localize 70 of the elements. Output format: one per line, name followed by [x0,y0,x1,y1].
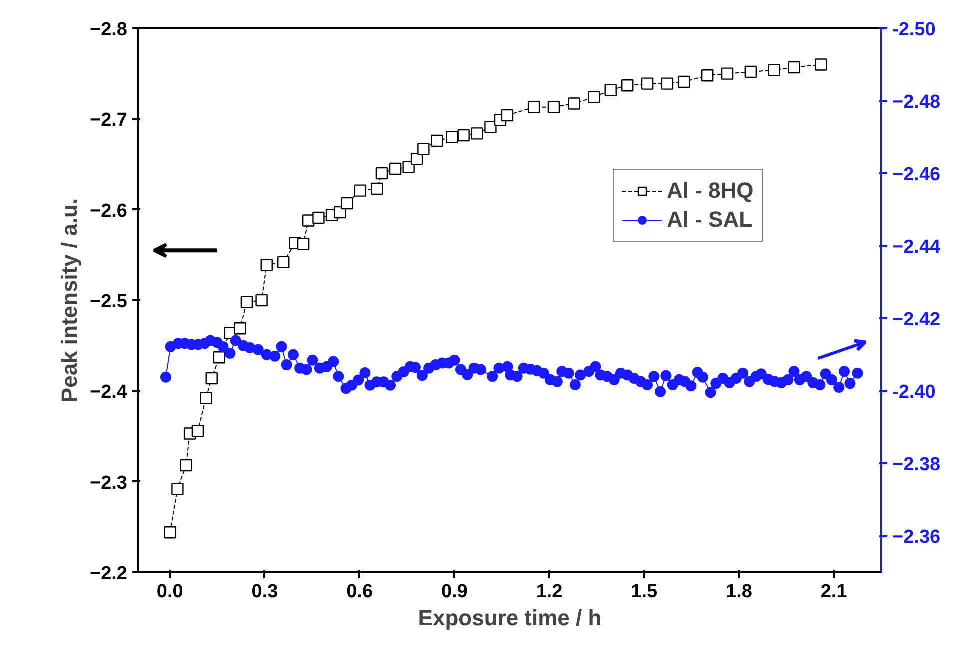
point [256,294,268,307]
point [240,296,254,308]
y-axis-title: Peak intensity / a.u. [56,198,82,403]
point [641,78,654,90]
y-tick-label: −2.5 [90,292,128,312]
y-tick-label: −2.6 [90,200,128,222]
point [788,61,800,74]
x-tick-label: 0.9 [441,582,468,602]
x-tick-label: 1.2 [536,582,563,602]
x-tick-label: 1.8 [726,582,752,602]
point [661,78,674,90]
point [192,424,204,438]
y2-tick-label: -2.40 [892,382,936,404]
point [528,101,540,114]
point [548,101,560,114]
point [501,109,514,122]
x-axis-title: Exposure time / h [418,606,602,630]
point [180,459,192,472]
point [200,392,212,405]
y-tick-label: −2.2 [90,564,128,584]
point [312,212,325,224]
x-tick-label: 1.5 [631,582,658,602]
point [376,167,388,180]
point [744,66,758,78]
point [815,58,828,71]
point [588,91,600,104]
y2-tick-label: −2.42 [892,310,941,331]
point [721,68,734,80]
point [334,206,346,219]
y2-tick-label: −2.36 [892,527,941,548]
legend-label: Al - SAL [667,207,753,233]
y-tick-label: −2.7 [90,110,128,132]
point [431,134,444,148]
point [341,197,354,210]
point [446,131,458,144]
point [418,142,430,156]
point [484,121,497,134]
point [371,182,384,196]
y2-tick-label: −2.48 [892,92,941,114]
point [768,64,780,76]
legend-label: Al - 8HQ [667,178,754,204]
point [678,76,690,88]
point [260,259,273,272]
y-tick-label: −2.8 [90,20,128,40]
point [213,352,226,364]
y2-tick-label: −2.38 [892,454,941,476]
point [354,184,367,197]
y2-tick-label: −2.46 [892,164,941,186]
y2-tick-label: -2.50 [892,20,936,40]
x-tick-label: 0.0 [156,582,184,602]
point [604,84,617,96]
point [568,98,580,110]
point [164,526,176,539]
y-tick-label: −2.3 [90,472,128,494]
point [410,152,424,166]
point [458,129,470,142]
point [389,162,402,176]
x-tick-label: 0.3 [252,582,278,602]
point [278,256,290,269]
point [471,128,484,140]
point [297,238,310,250]
point [206,372,218,385]
point [172,482,184,496]
point [702,70,714,82]
y-tick-label: −2.4 [90,382,128,404]
y2-tick-label: −2.44 [892,237,942,258]
x-tick-label: 2.1 [820,582,848,602]
x-tick-label: 0.6 [346,582,374,602]
point [622,80,634,92]
point [234,322,246,335]
